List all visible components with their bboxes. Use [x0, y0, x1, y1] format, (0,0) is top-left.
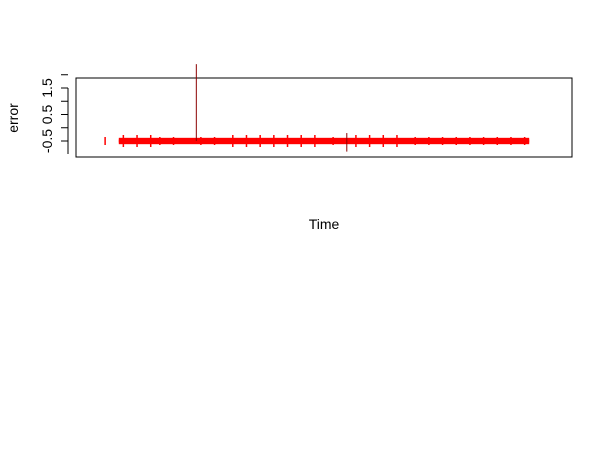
y-axis: -0.5 0.5 1.5 — [39, 74, 69, 154]
y-tick-label: 0.5 — [39, 105, 55, 125]
y-tick-label: 1.5 — [39, 78, 55, 98]
plot-frame — [75, 77, 573, 158]
y-tick-label: -0.5 — [39, 129, 55, 153]
x-axis-label: Time — [309, 216, 340, 232]
series-layer — [104, 64, 530, 152]
y-axis-label: error — [5, 103, 21, 133]
